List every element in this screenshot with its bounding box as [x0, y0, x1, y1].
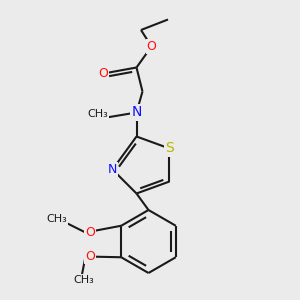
Text: CH₃: CH₃ [46, 214, 68, 224]
Text: O: O [99, 67, 108, 80]
Text: O: O [85, 226, 95, 239]
Text: S: S [165, 142, 174, 155]
Text: CH₃: CH₃ [74, 274, 94, 285]
Text: N: N [108, 163, 117, 176]
Text: O: O [85, 250, 95, 263]
Text: O: O [147, 40, 156, 53]
Text: CH₃: CH₃ [87, 109, 108, 119]
Text: N: N [131, 106, 142, 119]
